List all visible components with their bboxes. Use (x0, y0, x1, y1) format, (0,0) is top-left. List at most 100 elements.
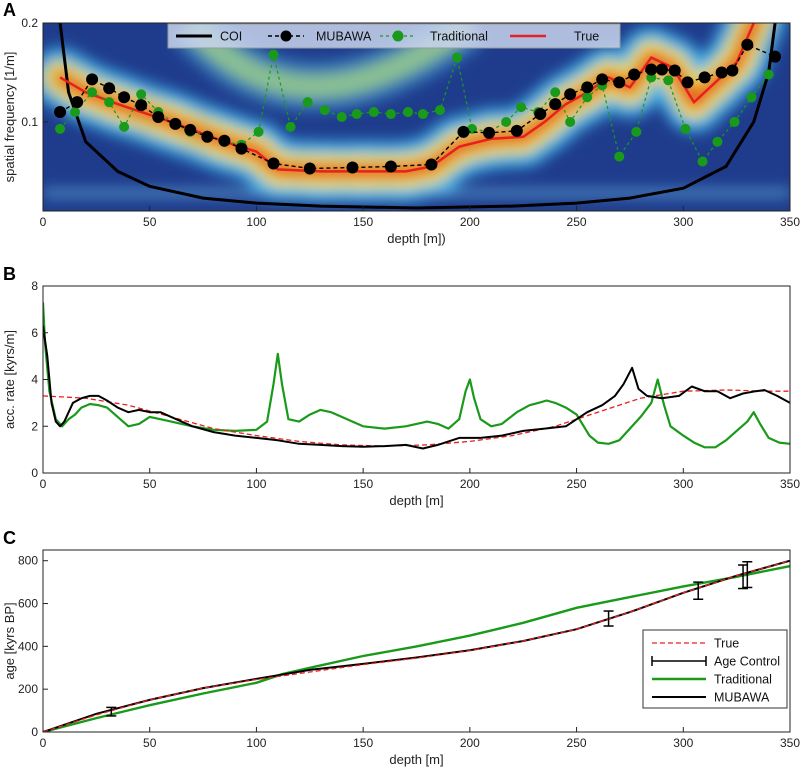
traditional-point (336, 112, 347, 122)
panel-a-frame (42, 22, 791, 212)
y-axis-label: age [kyrs BP] (2, 602, 17, 679)
x-tick-label: 350 (780, 736, 800, 750)
series-coi-line (58, 23, 777, 210)
legend-c-label: Traditional (714, 673, 772, 687)
y-axis-label: spatial frequency [1/m] (2, 52, 17, 183)
traditional-point (319, 105, 330, 116)
mubawa-point (135, 99, 148, 112)
mubawa-point (425, 158, 438, 171)
mubawa-point (596, 73, 609, 86)
mubawa-point (303, 162, 316, 175)
x-axis-label: depth [m] (389, 493, 443, 508)
y-axis-label: acc. rate [kyrs/m] (2, 330, 17, 429)
traditional-point (452, 52, 463, 63)
x-tick-label: 150 (353, 215, 373, 229)
series-traditional-line (43, 564, 790, 732)
mubawa-point (384, 160, 397, 173)
traditional-point (302, 97, 313, 108)
mubawa-point (534, 108, 547, 121)
traditional-point (697, 156, 708, 167)
traditional-point (87, 87, 98, 98)
traditional-point (70, 107, 81, 118)
mubawa-point (564, 88, 577, 101)
panel-a: 0 50 100 150 200 250 300 350 0.1 0.2 depth [m]) spa… (2, 16, 800, 246)
traditional-point (516, 102, 527, 113)
mubawa-point (235, 142, 248, 155)
mubawa-point (581, 81, 594, 94)
legend-a-label: MUBAWA (316, 30, 372, 44)
mubawa-point (655, 63, 668, 76)
x-tick-label: 300 (673, 215, 693, 229)
x-tick-label: 250 (567, 736, 587, 750)
y-tick-label: 400 (18, 639, 38, 653)
panel-letter-a: A (3, 0, 16, 20)
mubawa-point (613, 76, 626, 89)
x-tick-label: 150 (353, 477, 373, 491)
x-tick-label: 0 (40, 215, 47, 229)
mubawa-point (152, 111, 165, 123)
x-tick-label: 300 (673, 736, 693, 750)
x-tick-label: 300 (673, 477, 693, 491)
traditional-point (268, 49, 279, 60)
y-tick-label: 0 (31, 466, 38, 480)
x-tick-label: 50 (143, 477, 157, 491)
mubawa-point (726, 64, 739, 77)
mubawa-point (218, 134, 231, 147)
x-axis-label: depth [m] (389, 752, 443, 767)
x-tick-label: 50 (143, 736, 157, 750)
traditional-point (680, 123, 691, 134)
mubawa-point (184, 123, 197, 136)
traditional-point (663, 75, 674, 86)
traditional-point (763, 69, 774, 80)
traditional-point (417, 109, 428, 120)
x-tick-label: 350 (780, 215, 800, 229)
x-axis-label: depth [m]) (387, 231, 446, 246)
legend-c-label: True (714, 637, 739, 651)
y-tick-label: 0 (31, 725, 38, 739)
x-tick-label: 350 (780, 477, 800, 491)
x-tick-label: 250 (567, 215, 587, 229)
traditional-point (729, 116, 740, 127)
y-tick-label: 0.2 (21, 16, 38, 30)
traditional-point (565, 116, 576, 127)
mubawa-point (510, 124, 523, 137)
x-tick-label: 100 (246, 477, 266, 491)
traditional-point (434, 105, 445, 116)
mubawa-point (346, 161, 359, 174)
traditional-point (253, 126, 264, 137)
legend-c-label: Age Control (714, 655, 780, 669)
traditional-point (385, 109, 396, 120)
mubawa-point (54, 106, 67, 119)
legend-a-label: True (574, 30, 599, 44)
traditional-point (351, 109, 362, 120)
mubawa-point (668, 64, 681, 77)
mubawa-point (483, 126, 496, 139)
panel-b: 0 50 100 150 200 250 300 350 0 2 4 6 8 depth [m] acc. … (2, 279, 800, 508)
y-tick-label: 800 (18, 554, 38, 568)
y-tick-label: 0.1 (21, 115, 38, 129)
mubawa-point (118, 91, 131, 104)
y-tick-label: 8 (31, 279, 38, 293)
x-tick-label: 250 (567, 477, 587, 491)
age-control-errorbar (106, 706, 117, 717)
mubawa-point (715, 66, 728, 79)
traditional-point (501, 116, 512, 127)
traditional-point (582, 92, 593, 103)
age-control-errorbar (693, 581, 704, 600)
legend-c: True Age Control Traditional MUBAWA (642, 629, 788, 709)
x-tick-label: 50 (143, 215, 157, 229)
legend-a-label: Traditional (430, 30, 488, 44)
x-tick-label: 100 (246, 215, 266, 229)
age-control-errorbar (742, 561, 753, 589)
mubawa-point (267, 157, 280, 170)
traditional-point (119, 121, 130, 132)
traditional-point (55, 123, 66, 134)
mubawa-point (201, 130, 214, 143)
mubawa-point (681, 76, 694, 89)
mubawa-point (645, 63, 658, 76)
traditional-point (368, 107, 379, 118)
mubawa-point (71, 96, 84, 109)
series-true-line (43, 560, 790, 732)
mubawa-point (628, 68, 641, 81)
